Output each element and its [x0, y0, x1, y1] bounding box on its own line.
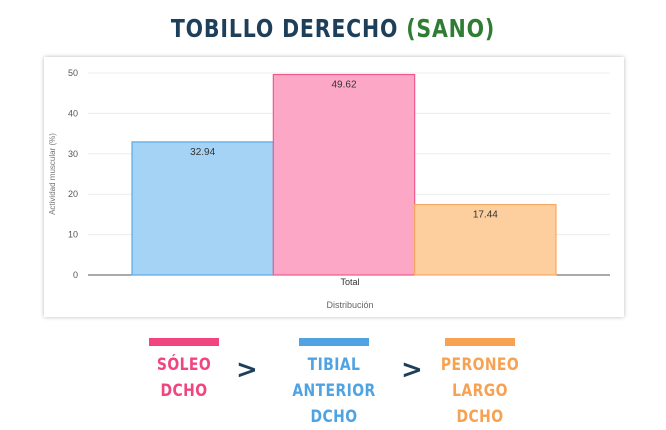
y-tick-label: 40: [68, 108, 78, 118]
legend-item-soleo: SÓLEO DCHO: [104, 338, 264, 404]
greater-than-sign: >: [401, 355, 423, 385]
y-tick-label: 0: [73, 270, 78, 280]
data-label: 49.62: [331, 80, 356, 91]
legend-swatch-tibial: [299, 338, 369, 346]
bar-chart: 0 10 20 30 40 50 32.94 49.62 17.44 Total Distribuc…: [48, 68, 610, 310]
legend-label-soleo-line2: DCHO: [160, 381, 208, 401]
legend-label-peroneo-line2: DCHO: [456, 407, 504, 427]
data-label: 32.94: [190, 147, 215, 158]
y-tick-label: 10: [68, 230, 78, 240]
bar: [414, 203, 557, 276]
legend-label-tibial-line2: DCHO: [310, 407, 358, 427]
chart-card: 0 10 20 30 40 50 32.94 49.62 17.44 Total Distribuc…: [44, 57, 624, 317]
legend-label-tibial-line1: TIBIAL ANTERIOR: [292, 355, 376, 401]
y-tick-label: 20: [68, 189, 78, 199]
x-tick-label: Total: [340, 277, 359, 287]
legend-item-peroneo: PERONEO LARGO DCHO: [400, 338, 560, 430]
x-axis-title: Distribución: [326, 300, 373, 310]
bar: [131, 141, 274, 276]
title-main: TOBILLO DERECHO: [170, 14, 399, 43]
y-tick-label: 30: [68, 149, 78, 159]
legend-swatch-peroneo: [445, 338, 515, 346]
legend-label-peroneo-line1: PERONEO LARGO: [440, 355, 520, 401]
legend-swatch-soleo: [149, 338, 219, 346]
greater-than-sign: >: [236, 355, 258, 385]
y-axis-title: Actividad muscular (%): [48, 133, 57, 215]
bar: [272, 73, 416, 276]
title-tag: (SANO): [406, 14, 496, 43]
data-label: 17.44: [473, 210, 498, 221]
chart-title: TOBILLO DERECHO (SANO): [60, 14, 606, 43]
legend-item-tibial: TIBIAL ANTERIOR DCHO: [254, 338, 414, 430]
y-tick-label: 50: [68, 68, 78, 78]
legend-label-soleo-line1: SÓLEO: [156, 355, 212, 375]
